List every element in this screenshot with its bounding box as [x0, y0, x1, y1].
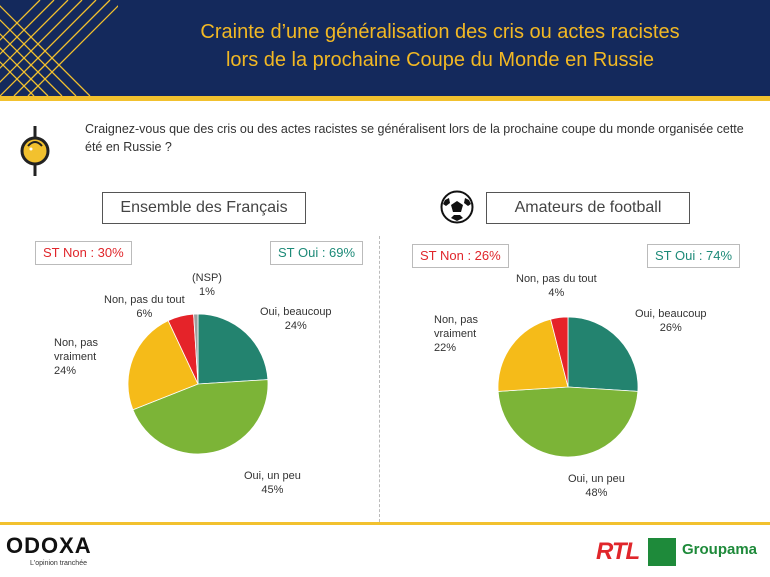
pie-chart-all — [127, 313, 269, 455]
pie-slice-beaucoup — [197, 313, 269, 385]
question-text: Craignez-vous que des cris ou des actes … — [85, 122, 744, 154]
st-non-badge-all: ST Non : 30% — [35, 241, 132, 265]
label-all-nsp: (NSP) 1% — [192, 272, 222, 298]
hatch-pattern — [0, 0, 118, 96]
label-all-un-peu: Oui, un peu 45% — [244, 470, 301, 496]
label-football-pas-vraiment: Non, pas vraiment 22% — [434, 314, 479, 354]
pie-slice-un_peu — [497, 386, 639, 458]
segment-label-football: Amateurs de football — [486, 192, 690, 224]
title-line-1: Crainte d’une généralisation des cris ou… — [200, 21, 680, 43]
header-accent-bar — [0, 96, 770, 101]
label-football-pas-du-tout: Non, pas du tout 4% — [516, 273, 597, 299]
odoxa-logo: ODOXA — [6, 533, 92, 558]
segment-label-all: Ensemble des Français — [102, 192, 306, 224]
label-all-pas-vraiment: Non, pas vraiment 24% — [54, 337, 99, 377]
groupama-logo-icon — [648, 538, 676, 566]
football-icon — [440, 190, 474, 224]
st-non-badge-football: ST Non : 26% — [412, 244, 509, 268]
pie-slice-pas_vraiment — [497, 318, 569, 392]
header-banner: Crainte d’une généralisation des cris ou… — [0, 0, 770, 96]
st-oui-badge-football: ST Oui : 74% — [647, 244, 741, 268]
title-line-2: lors de la prochaine Coupe du Monde en R… — [225, 49, 655, 71]
groupama-logo: Groupama — [682, 541, 758, 558]
pie-slice-beaucoup — [567, 316, 639, 392]
rtl-logo: RTL — [596, 538, 640, 565]
pie-slice-pas_vraiment — [127, 320, 199, 411]
label-all-beaucoup: Oui, beaucoup 24% — [260, 306, 332, 332]
page-title: Crainte d’une généralisation des cris ou… — [130, 18, 750, 74]
footer-accent-bar — [0, 522, 770, 525]
pie-chart-football — [497, 316, 639, 458]
question-badge-icon — [20, 126, 50, 176]
odoxa-tagline: L'opinion tranchée — [30, 560, 87, 567]
label-football-un-peu: Oui, un peu 48% — [568, 473, 625, 499]
column-divider — [379, 236, 380, 522]
label-all-pas-du-tout: Non, pas du tout 6% — [104, 294, 185, 320]
pie-slice-un_peu — [132, 379, 269, 455]
pie-slice-pas_du_tout — [550, 316, 569, 388]
st-oui-badge-all: ST Oui : 69% — [270, 241, 364, 265]
label-football-beaucoup: Oui, beaucoup 26% — [635, 308, 707, 334]
pie-slice-nsp — [193, 313, 199, 385]
